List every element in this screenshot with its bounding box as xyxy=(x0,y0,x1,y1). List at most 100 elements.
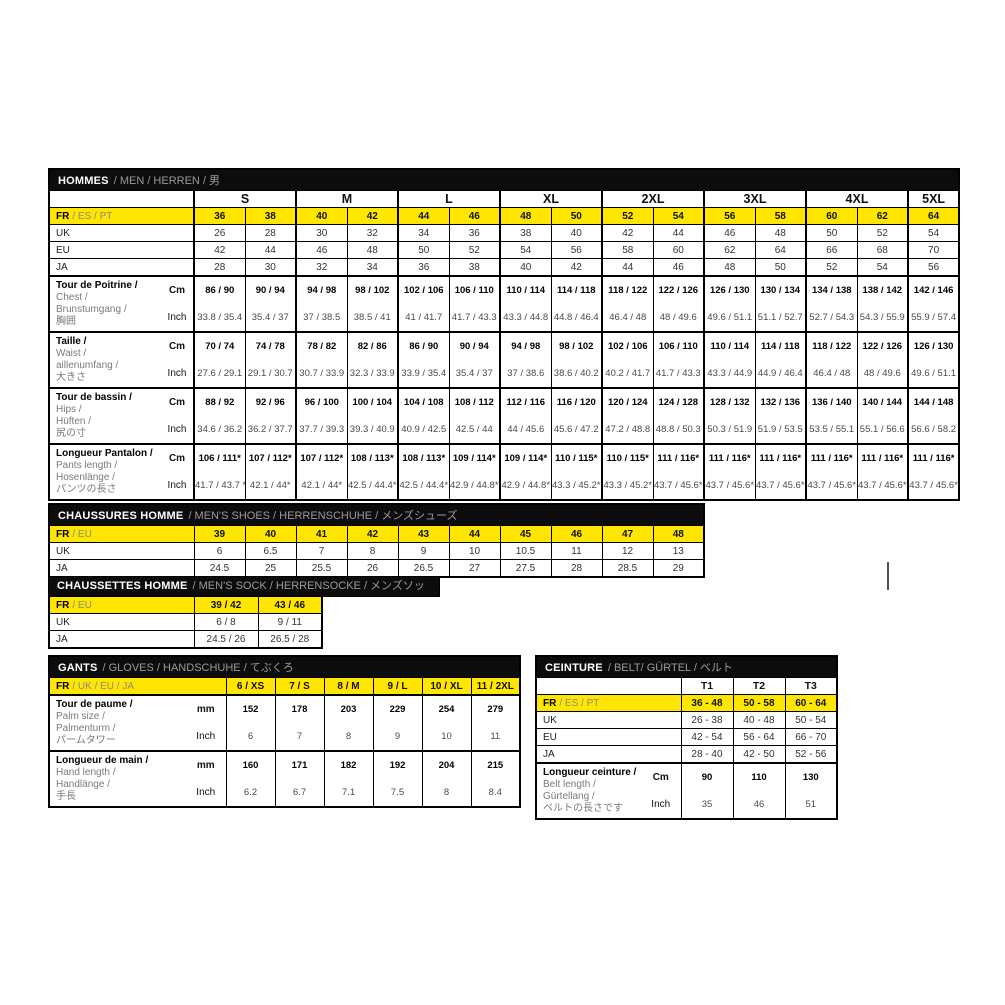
section-subtitle: / BELT/ GÜRTEL / ベルト xyxy=(607,662,733,674)
value-cell: 8 xyxy=(421,779,472,808)
hand-mm-row: Longueur de main / Hand length / Handlän… xyxy=(48,750,521,808)
value-cell: 28.5 xyxy=(601,559,654,578)
label-primary: FR xyxy=(56,599,70,611)
value-cell: 35 xyxy=(680,791,734,820)
value-cell: 24.5 xyxy=(193,559,246,578)
label-primary: FR xyxy=(56,680,70,692)
value-cell: 11 xyxy=(550,542,603,560)
value-cell: 42.9 / 44.8* xyxy=(448,472,501,501)
value-cell: 34 xyxy=(346,258,399,277)
measure-label-chest: Tour de Poitrine / Chest / Brunstumgang … xyxy=(48,275,161,333)
value-cell: 7 xyxy=(295,542,348,560)
value-cell: 279 xyxy=(470,694,521,723)
value-cell: 70 xyxy=(906,241,960,259)
value-cell: 58 xyxy=(601,241,654,259)
value-cell: 43.7 / 45.6* xyxy=(754,472,807,501)
value-cell: 42.1 / 44* xyxy=(244,472,297,501)
value-cell: 42 - 54 xyxy=(680,728,734,746)
value-cell: 42 - 50 xyxy=(732,745,786,764)
value-cell: 44 xyxy=(244,241,297,259)
size-group-3xl: 3XL xyxy=(703,190,807,208)
measure-name-fr: Tour de bassin / xyxy=(56,392,132,403)
size-group-xl: XL xyxy=(499,190,603,208)
unit-cm: Cm xyxy=(161,275,195,304)
value-cell: 54 xyxy=(906,224,960,242)
socks-header-bar: CHAUSSETTES HOMME / MEN'S SOCK / HERRENSO… xyxy=(48,576,440,607)
value-cell: 102 / 106 xyxy=(397,275,450,304)
value-cell: 60 xyxy=(805,207,858,225)
value-cell: 90 xyxy=(680,762,734,791)
uk-row: UK 26 28 30 32 34 36 38 40 42 44 46 48 50 52 54 xyxy=(48,224,960,242)
value-cell: 92 / 96 xyxy=(244,387,297,416)
value-cell: 116 / 120 xyxy=(550,387,603,416)
value-cell: 138 / 142 xyxy=(856,275,909,304)
value-cell: 44 / 45.6 xyxy=(499,416,552,445)
value-cell: 55.1 / 56.6 xyxy=(856,416,909,445)
value-cell: 78 / 82 xyxy=(295,331,348,360)
value-cell: 106 / 111* xyxy=(193,443,246,472)
value-cell: 50 xyxy=(754,258,807,277)
value-cell: 25.5 xyxy=(295,559,348,578)
value-cell: 48 / 49.6 xyxy=(856,360,909,389)
value-cell: 111 / 116* xyxy=(856,443,909,472)
value-cell: 43.7 / 45.6* xyxy=(652,472,705,501)
value-cell: 28 xyxy=(550,559,603,578)
measure-name-fr: Tour de Poitrine / xyxy=(56,280,138,291)
section-title: GANTS xyxy=(58,662,98,674)
palm-inch-row: Inch 6 7 8 9 10 11 xyxy=(49,723,521,752)
value-cell: 130 / 134 xyxy=(754,275,807,304)
value-cell: 51.1 / 52.7 xyxy=(754,304,807,333)
pants-cm-row: Longueur Pantalon / Pants length / Hosen… xyxy=(48,443,960,501)
value-cell: 11 / 2XL xyxy=(470,677,521,696)
value-cell: 51.9 / 53.5 xyxy=(754,416,807,445)
value-cell: 44 xyxy=(448,525,501,543)
size-group-5xl: 5XL xyxy=(906,190,960,208)
measure-name-ja: パームタワー xyxy=(56,735,116,746)
fr-size-row: FR / ES / PT 36 38 40 42 44 46 48 50 52 54 56 58 60 62… xyxy=(48,207,960,225)
waist-cm-row: Taille / Waist / aillenumfang / 大きさ Cm 7… xyxy=(48,331,960,389)
hommes-header-bar: HOMMES / MEN / HERREN / 男 xyxy=(48,168,960,191)
size-group-s: S xyxy=(193,190,297,208)
value-cell: 56 xyxy=(550,241,603,259)
value-cell: 120 / 124 xyxy=(601,387,654,416)
belt-header-bar: CEINTURE / BELT/ GÜRTEL / ベルト xyxy=(535,655,838,678)
value-cell: 37.7 / 39.3 xyxy=(295,416,348,445)
value-cell: 40 xyxy=(499,258,552,277)
measure-name-ja: 胸囲 xyxy=(56,316,76,327)
value-cell: 36 xyxy=(193,207,246,225)
value-cell: 33.8 / 35.4 xyxy=(193,304,246,333)
pants-inch-row: Inch 41.7 / 43.7 * 42.1 / 44* 42.1 / 44* 42… xyxy=(49,472,960,501)
value-cell: 32.3 / 33.9 xyxy=(346,360,399,389)
value-cell: 52 xyxy=(856,224,909,242)
value-cell: 160 xyxy=(225,750,276,779)
value-cell: 126 / 130 xyxy=(906,331,960,360)
value-cell: 47.2 / 48.8 xyxy=(601,416,654,445)
value-cell: 45.6 / 47.2 xyxy=(550,416,603,445)
value-cell: 43.3 / 45.2* xyxy=(550,472,603,501)
value-cell: 86 / 90 xyxy=(397,331,450,360)
value-cell: 46 xyxy=(295,241,348,259)
value-cell: 42.9 / 44.8* xyxy=(499,472,552,501)
value-cell: 40.9 / 42.5 xyxy=(397,416,450,445)
value-cell: 54 xyxy=(856,258,909,277)
value-cell: 43.3 / 44.9 xyxy=(703,360,756,389)
value-cell: 55.9 / 57.4 xyxy=(906,304,960,333)
value-cell: 50.3 / 51.9 xyxy=(703,416,756,445)
uk-row: UK 6 6.5 7 8 9 10 10.5 11 12 13 xyxy=(48,542,705,560)
value-cell: 44 xyxy=(601,258,654,277)
section-subtitle: / GLOVES / HANDSCHUHE / てぶくろ xyxy=(102,662,294,674)
value-cell: 25 xyxy=(244,559,297,578)
value-cell: 60 xyxy=(652,241,705,259)
section-subtitle: / MEN'S SHOES / HERRENSCHUHE / メンズシューズ xyxy=(188,510,458,522)
table-row: HOMMES / MEN / HERREN / 男 xyxy=(48,168,960,191)
value-cell: 46.4 / 48 xyxy=(805,360,858,389)
gloves-table: GANTS / GLOVES / HANDSCHUHE / てぶくろ FR / UK… xyxy=(48,655,522,808)
value-cell: 6 xyxy=(225,723,276,752)
value-cell: 27 xyxy=(448,559,501,578)
value-cell: 70 / 74 xyxy=(193,331,246,360)
value-cell: 43.3 / 45.2* xyxy=(601,472,654,501)
label-primary: FR xyxy=(543,697,557,709)
value-cell: 111 / 116* xyxy=(906,443,960,472)
value-cell: 98 / 102 xyxy=(346,275,399,304)
